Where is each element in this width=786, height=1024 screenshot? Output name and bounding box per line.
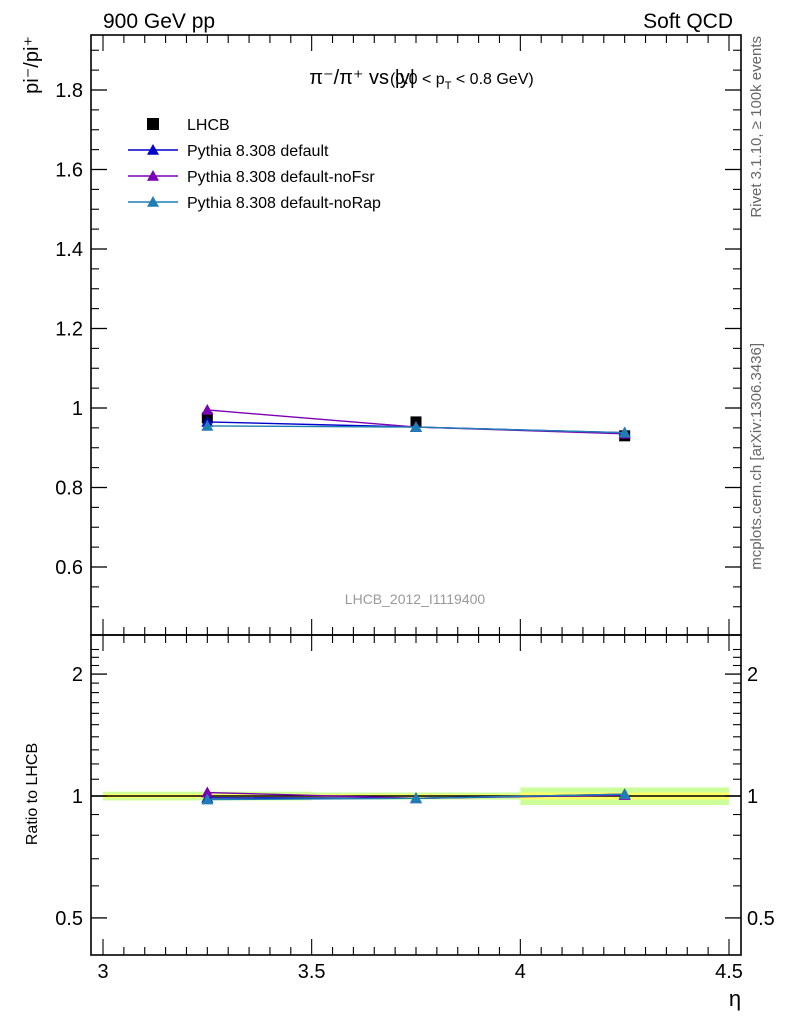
header-left: 900 GeV pp xyxy=(103,10,215,33)
ratio-y-tick-label-right: 1 xyxy=(747,786,758,808)
ratio-y-tick-label: 2 xyxy=(72,664,83,686)
ratio-point xyxy=(618,788,631,800)
legend-entry: Pythia 8.308 default-noFsr xyxy=(128,169,375,186)
legend-marker xyxy=(147,170,159,181)
ratio-axis-ticks: 0.5 0.5 1 1 2 2 3 3.5 4 4.5 xyxy=(55,635,775,983)
ratio-point xyxy=(410,792,422,804)
legend-entry: Pythia 8.308 default-noRap xyxy=(128,195,381,212)
legend-label: Pythia 8.308 default xyxy=(187,143,329,160)
ratio-y-tick-label: 1 xyxy=(72,786,83,808)
legend-marker xyxy=(147,118,159,130)
subtitle-end: < 0.8 GeV) xyxy=(451,71,533,88)
y-tick-label: 0.6 xyxy=(55,557,83,579)
legend-marker xyxy=(147,144,159,155)
mc-point xyxy=(618,426,631,438)
ratio-frame xyxy=(90,634,742,956)
ratio-y-tick-label: 0.5 xyxy=(55,908,83,930)
ratio-series xyxy=(201,786,631,805)
mc-point xyxy=(201,419,214,431)
legend-label: Pythia 8.308 default-noRap xyxy=(187,195,381,212)
y-tick-label: 1.6 xyxy=(55,160,83,182)
ratio-y-tick-label-right: 2 xyxy=(747,664,758,686)
chart-subtitle: (0.0 < pT < 0.8 GeV) xyxy=(390,71,534,92)
y-tick-label: 1 xyxy=(72,398,83,420)
main-axis-ticks: 0.6 0.8 1 1.2 1.4 1.6 1.8 xyxy=(55,35,741,635)
header-right: Soft QCD xyxy=(643,10,733,33)
y-tick-label: 0.8 xyxy=(55,478,83,500)
legend-marker xyxy=(147,196,159,207)
rivet-label: Rivet 3.1.10, ≥ 100k events xyxy=(748,36,765,218)
main-panel: 0.6 0.8 1 1.2 1.4 1.6 1.8 pi⁻/pi⁺ π⁻/π⁺ vs |y|… xyxy=(21,34,742,636)
source-label: mcplots.cern.ch [arXiv:1306.3436] xyxy=(748,343,765,570)
main-series xyxy=(201,403,631,442)
legend-entry: Pythia 8.308 default xyxy=(128,143,329,160)
legend: LHCB Pythia 8.308 default Pythia 8.308 def… xyxy=(128,117,381,212)
analysis-id: LHCB_2012_I1119400 xyxy=(345,591,486,607)
subtitle-start: (0.0 < p xyxy=(390,71,445,88)
mc-point xyxy=(410,421,422,432)
mc-point xyxy=(201,403,214,415)
x-tick-label: 3 xyxy=(97,961,108,983)
ratio-y-tick-label-right: 0.5 xyxy=(747,908,775,930)
legend-label: Pythia 8.308 default-noFsr xyxy=(187,169,375,186)
ratio-point xyxy=(201,793,214,805)
title-main: π⁻/π⁺ vs |y| xyxy=(309,67,415,89)
ratio-panel: 0.5 0.5 1 1 2 2 3 3.5 4 4.5 Ratio to LHCB η xyxy=(24,634,775,1011)
y-tick-label: 1.2 xyxy=(55,319,83,341)
x-axis-label: η xyxy=(729,986,741,1011)
series-pythia-8-308-default-norap xyxy=(201,419,631,438)
y-tick-label: 1.8 xyxy=(55,80,83,102)
main-ylabel: pi⁻/pi⁺ xyxy=(21,36,43,94)
legend-label: LHCB xyxy=(187,117,230,134)
subtitle-subscript: T xyxy=(445,80,452,92)
y-tick-label: 1.4 xyxy=(55,239,83,261)
ratio-point xyxy=(201,786,214,798)
chart-title: π⁻/π⁺ vs |y| xyxy=(309,67,415,89)
legend-entry: LHCB xyxy=(147,117,230,134)
ratio-series-pythia-8-308-default-norap xyxy=(201,788,631,805)
ratio-ylabel: Ratio to LHCB xyxy=(24,743,41,845)
x-tick-label: 4 xyxy=(515,961,526,983)
x-tick-label: 3.5 xyxy=(298,961,326,983)
x-tick-label: 4.5 xyxy=(715,961,743,983)
